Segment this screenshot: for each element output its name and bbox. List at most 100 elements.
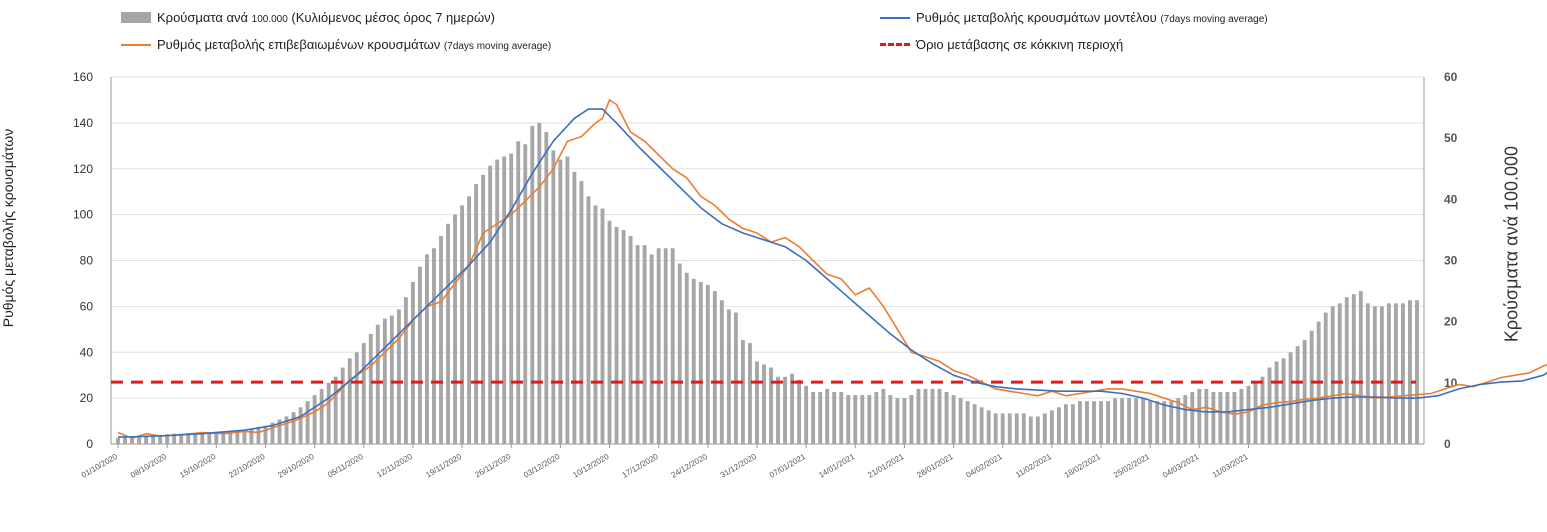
bar	[937, 388, 942, 444]
bar	[1092, 401, 1096, 444]
bar	[347, 358, 352, 444]
bar	[1190, 392, 1195, 444]
legend-swatch-confirmed	[121, 43, 151, 46]
bar	[1148, 401, 1153, 444]
bar	[811, 392, 816, 444]
bar	[242, 429, 247, 444]
bar	[733, 312, 738, 444]
bar	[860, 395, 865, 444]
bar	[1253, 382, 1258, 444]
bar	[1408, 300, 1412, 444]
x-tick-label: 11/03/2021	[1211, 452, 1250, 480]
bar	[326, 382, 331, 444]
y-tick-right: 50	[1444, 131, 1458, 145]
bar	[186, 432, 191, 444]
bar	[1134, 398, 1139, 445]
bar	[165, 434, 170, 444]
bar	[1162, 401, 1167, 444]
y-tick-left: 20	[80, 391, 94, 405]
bar	[319, 388, 324, 444]
bar	[221, 431, 226, 444]
bar	[333, 376, 338, 444]
bar	[1295, 346, 1300, 444]
x-tick-label: 19/11/2020	[424, 452, 463, 480]
bar	[923, 388, 928, 444]
bar	[944, 392, 949, 444]
bar	[740, 340, 745, 444]
bar	[207, 432, 212, 444]
bar	[495, 159, 500, 444]
bar	[909, 395, 914, 444]
legend-swatch-threshold	[880, 43, 910, 46]
bar	[1401, 303, 1405, 444]
bar	[1183, 395, 1188, 444]
bar	[418, 266, 422, 444]
bar	[1155, 401, 1160, 444]
y-tick-left: 60	[80, 299, 94, 313]
bar	[1344, 297, 1349, 444]
bar	[979, 407, 984, 444]
bar	[389, 315, 394, 444]
bar	[144, 435, 149, 444]
y-tick-right: 0	[1444, 437, 1451, 451]
bar	[1302, 340, 1307, 444]
bar	[748, 343, 752, 444]
bar	[1415, 300, 1419, 444]
bar	[354, 352, 359, 444]
bar	[1078, 401, 1082, 444]
bar	[579, 180, 584, 445]
bar	[776, 376, 780, 444]
x-tick-label: 24/12/2020	[670, 452, 710, 480]
bar	[1021, 413, 1026, 444]
bar	[1372, 306, 1377, 445]
x-tick-label: 15/10/2020	[178, 452, 218, 480]
bar	[621, 229, 626, 444]
bar	[972, 404, 977, 444]
model-cases-line	[117, 108, 1547, 438]
bar	[291, 412, 296, 444]
bar	[298, 407, 303, 444]
bar	[684, 272, 689, 444]
bar	[663, 248, 668, 444]
bar	[874, 392, 879, 444]
bar	[790, 373, 794, 444]
bar	[965, 401, 970, 444]
x-tick-label: 25/02/2021	[1112, 452, 1152, 480]
bar	[635, 245, 640, 444]
bar	[214, 431, 219, 444]
bar	[116, 437, 120, 444]
legend-item-confirmed: Ρυθμός μεταβολής επιβεβαιωμένων κρουσμάτ…	[121, 37, 551, 52]
bar	[396, 309, 401, 444]
bar	[1351, 294, 1356, 444]
legend-label-confirmed: Ρυθμός μεταβολής επιβεβαιωμένων κρουσμάτ…	[157, 37, 552, 52]
bar	[1071, 404, 1075, 444]
x-tick-label: 11/02/2021	[1014, 452, 1053, 480]
bar	[235, 430, 240, 444]
x-tick-label: 05/11/2020	[326, 452, 365, 480]
bar	[312, 395, 317, 444]
bar	[382, 318, 387, 444]
bar	[551, 150, 556, 444]
x-tick-label: 10/12/2020	[571, 452, 611, 480]
bar	[846, 395, 851, 444]
bar	[151, 434, 156, 444]
bar	[698, 281, 703, 444]
bar	[1197, 388, 1202, 444]
bar	[916, 388, 921, 444]
bar	[558, 159, 563, 444]
legend-item-threshold: Όριο μετάβασης σε κόκκινη περιοχή	[880, 37, 1123, 52]
bar	[403, 297, 408, 444]
bar	[1063, 404, 1068, 444]
bar	[572, 171, 577, 444]
bar	[172, 433, 177, 444]
y-tick-left: 160	[73, 70, 93, 84]
y-tick-right: 40	[1444, 192, 1458, 206]
bar	[446, 223, 450, 444]
bar	[797, 379, 802, 444]
bar	[902, 398, 907, 445]
x-tick-label: 08/10/2020	[129, 452, 169, 480]
bar	[256, 426, 261, 444]
bar	[1358, 291, 1363, 444]
y-tick-right: 60	[1444, 70, 1458, 84]
